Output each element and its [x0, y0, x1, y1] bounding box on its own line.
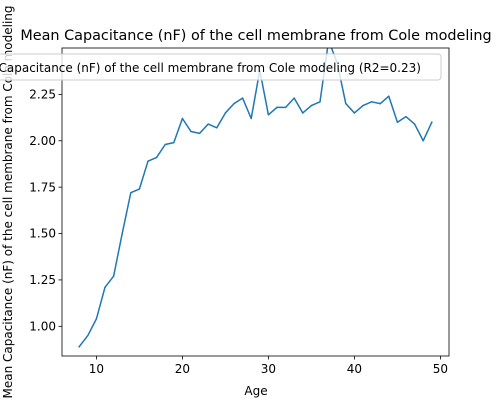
- data-point: [431, 121, 433, 123]
- data-point: [302, 112, 304, 114]
- x-axis-label: Age: [244, 384, 267, 398]
- data-point: [198, 132, 201, 135]
- data-point: [241, 97, 244, 99]
- data-point: [422, 140, 424, 142]
- data-point: [207, 123, 209, 125]
- data-point: [396, 121, 399, 123]
- axes-layer: [61, 47, 450, 357]
- data-point: [310, 104, 313, 107]
- data-point: [121, 232, 123, 235]
- data-point: [138, 188, 141, 190]
- data-point: [370, 101, 373, 103]
- x-tick-label: 40: [347, 362, 362, 376]
- data-point: [353, 112, 356, 114]
- legend-box: [0, 53, 442, 81]
- data-point: [319, 101, 321, 103]
- x-tick-label: 10: [89, 362, 104, 376]
- series-layer: [78, 48, 433, 348]
- data-point: [362, 104, 364, 107]
- y-tick-label: 2.00: [29, 134, 56, 148]
- data-point: [130, 191, 132, 194]
- y-tick-label: 1.00: [29, 320, 56, 334]
- data-point: [250, 117, 252, 120]
- data-point: [345, 102, 347, 105]
- x-tick-label: 30: [261, 362, 276, 376]
- data-point: [190, 130, 192, 133]
- data-point: [95, 318, 98, 320]
- data-point: [388, 95, 390, 97]
- data-point: [224, 112, 227, 114]
- y-tick-label: 1.25: [29, 273, 56, 287]
- x-tick-label: 50: [433, 362, 448, 376]
- x-tick-label: 20: [175, 362, 190, 376]
- x-axis: 10 20 30 40 50: [89, 356, 448, 376]
- series-line: [78, 48, 433, 348]
- legend: Mean Capacitance (nF) of the cell membra…: [0, 53, 442, 81]
- data-point: [379, 102, 381, 105]
- data-point: [293, 97, 295, 99]
- data-point: [181, 117, 184, 120]
- data-point: [173, 141, 175, 144]
- y-axis-label: Mean Capacitance (nF) of the cell membra…: [1, 5, 15, 398]
- chart-title: Mean Capacitance (nF) of the cell membra…: [20, 28, 491, 44]
- data-point: [405, 115, 407, 118]
- data-point: [276, 106, 278, 109]
- data-point: [155, 156, 158, 159]
- data-point: [413, 123, 416, 125]
- data-point: [284, 106, 287, 109]
- plot-frame: [61, 47, 450, 357]
- data-point: [233, 102, 235, 105]
- data-point: [78, 345, 80, 348]
- data-point: [112, 275, 115, 277]
- y-tick-label: 1.75: [29, 180, 56, 194]
- data-point: [164, 143, 166, 146]
- data-point: [147, 160, 149, 162]
- y-tick-label: 2.25: [29, 88, 56, 102]
- data-point: [267, 114, 270, 116]
- data-point: [104, 286, 106, 289]
- data-point: [87, 334, 89, 337]
- y-tick-label: 1.50: [29, 227, 56, 241]
- legend-label: Mean Capacitance (nF) of the cell membra…: [0, 61, 421, 75]
- y-axis: 1.00 1.25 1.50 1.75 2.00 2.25: [29, 88, 62, 334]
- data-point: [216, 127, 218, 129]
